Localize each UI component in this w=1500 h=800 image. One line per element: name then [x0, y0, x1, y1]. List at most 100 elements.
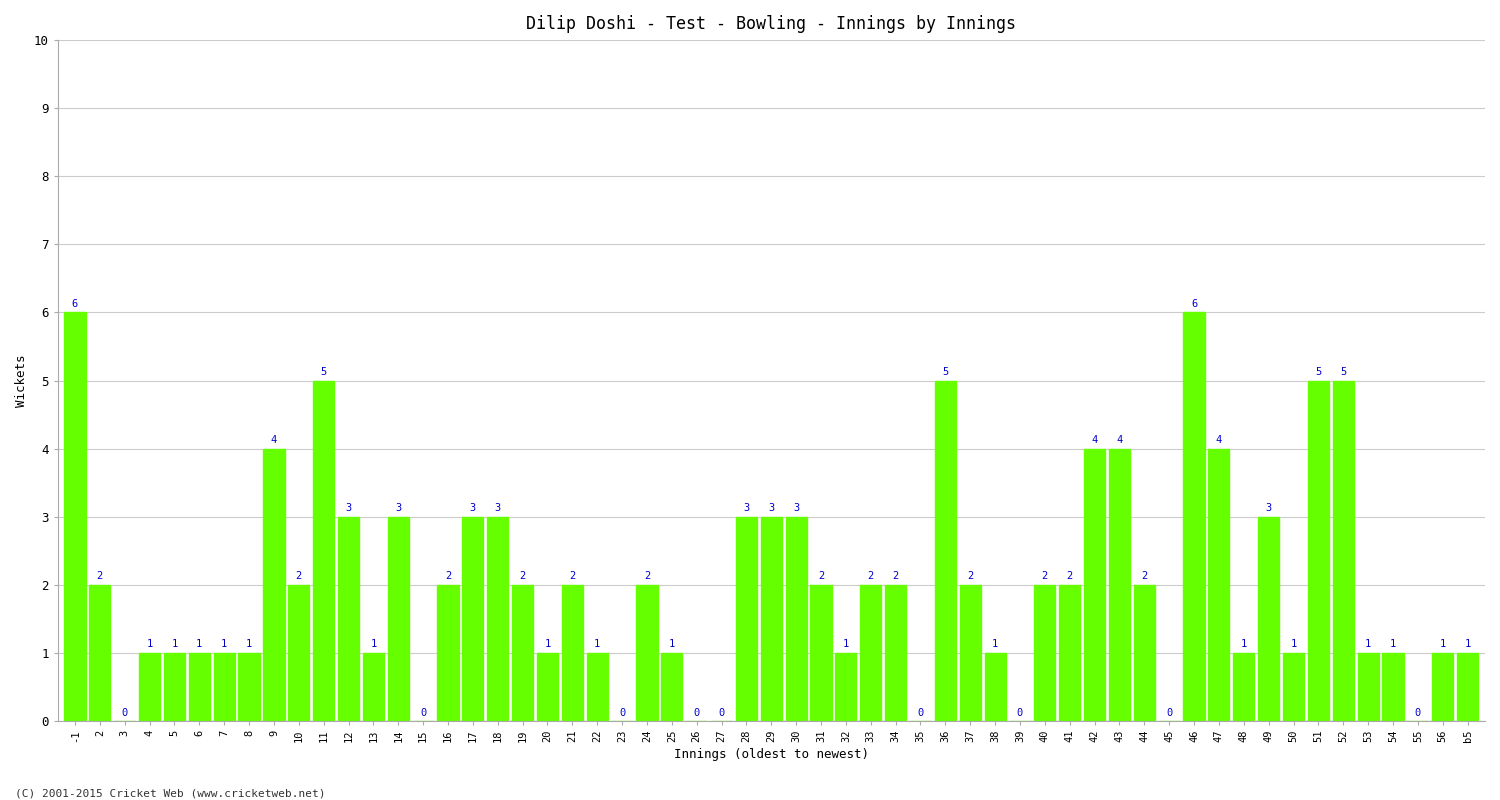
Bar	[1332, 381, 1354, 721]
Text: 1: 1	[1390, 639, 1396, 650]
Text: 2: 2	[446, 571, 452, 582]
Text: 1: 1	[1440, 639, 1446, 650]
Bar	[960, 585, 981, 721]
Text: 2: 2	[519, 571, 525, 582]
Text: 1: 1	[196, 639, 202, 650]
Text: 4: 4	[1092, 435, 1098, 445]
Text: 3: 3	[744, 503, 750, 514]
Text: 0: 0	[693, 707, 700, 718]
Text: 0: 0	[420, 707, 426, 718]
Text: 6: 6	[72, 299, 78, 309]
Bar	[1456, 653, 1478, 721]
Text: 0: 0	[1166, 707, 1173, 718]
Bar	[1059, 585, 1080, 721]
Bar	[662, 653, 682, 721]
Text: 1: 1	[843, 639, 849, 650]
Bar	[1308, 381, 1329, 721]
Bar	[288, 585, 309, 721]
Bar	[984, 653, 1005, 721]
Text: 2: 2	[568, 571, 576, 582]
Text: 3: 3	[1266, 503, 1272, 514]
Text: 3: 3	[345, 503, 351, 514]
Text: 2: 2	[818, 571, 824, 582]
Text: 2: 2	[892, 571, 898, 582]
Text: 3: 3	[470, 503, 476, 514]
Bar	[934, 381, 956, 721]
Bar	[213, 653, 236, 721]
Bar	[1108, 449, 1130, 721]
Y-axis label: Wickets: Wickets	[15, 354, 28, 406]
Text: 5: 5	[321, 367, 327, 377]
Text: 5: 5	[1340, 367, 1347, 377]
Bar	[760, 517, 782, 721]
Bar	[512, 585, 532, 721]
Text: 6: 6	[1191, 299, 1197, 309]
Text: (C) 2001-2015 Cricket Web (www.cricketweb.net): (C) 2001-2015 Cricket Web (www.cricketwe…	[15, 788, 326, 798]
Bar	[586, 653, 608, 721]
Text: 0: 0	[918, 707, 924, 718]
Bar	[537, 653, 558, 721]
Text: 2: 2	[644, 571, 650, 582]
Text: 5: 5	[1316, 367, 1322, 377]
Text: 3: 3	[394, 503, 402, 514]
Text: 0: 0	[1414, 707, 1420, 718]
Text: 1: 1	[1365, 639, 1371, 650]
Bar	[1209, 449, 1230, 721]
Bar	[387, 517, 410, 721]
Bar	[338, 517, 358, 721]
Bar	[786, 517, 807, 721]
Text: 1: 1	[147, 639, 153, 650]
Bar	[836, 653, 856, 721]
Text: 1: 1	[992, 639, 998, 650]
Text: 1: 1	[246, 639, 252, 650]
Text: 3: 3	[495, 503, 501, 514]
Text: 4: 4	[272, 435, 278, 445]
Text: 1: 1	[370, 639, 376, 650]
Text: 1: 1	[171, 639, 177, 650]
Text: 3: 3	[768, 503, 774, 514]
Text: 2: 2	[968, 571, 974, 582]
Text: 1: 1	[544, 639, 550, 650]
Bar	[238, 653, 260, 721]
Bar	[1358, 653, 1378, 721]
Bar	[64, 313, 86, 721]
Bar	[264, 449, 285, 721]
Title: Dilip Doshi - Test - Bowling - Innings by Innings: Dilip Doshi - Test - Bowling - Innings b…	[526, 15, 1017, 33]
Bar	[1134, 585, 1155, 721]
Bar	[1432, 653, 1454, 721]
Bar	[810, 585, 831, 721]
Bar	[164, 653, 184, 721]
Text: 1: 1	[1464, 639, 1470, 650]
Bar	[438, 585, 459, 721]
Text: 2: 2	[867, 571, 874, 582]
Text: 0: 0	[122, 707, 128, 718]
Bar	[363, 653, 384, 721]
Bar	[885, 585, 906, 721]
Bar	[189, 653, 210, 721]
Bar	[1084, 449, 1106, 721]
Bar	[1184, 313, 1204, 721]
Text: 1: 1	[669, 639, 675, 650]
Text: 2: 2	[96, 571, 104, 582]
Text: 4: 4	[1216, 435, 1222, 445]
Bar	[140, 653, 160, 721]
Bar	[1383, 653, 1404, 721]
Text: 2: 2	[296, 571, 302, 582]
Bar	[859, 585, 882, 721]
Bar	[462, 517, 483, 721]
Bar	[1282, 653, 1304, 721]
Text: 0: 0	[718, 707, 724, 718]
Bar	[488, 517, 508, 721]
Text: 3: 3	[794, 503, 800, 514]
Text: 1: 1	[1240, 639, 1246, 650]
Bar	[736, 517, 758, 721]
Bar	[90, 585, 111, 721]
Text: 0: 0	[1017, 707, 1023, 718]
Text: 2: 2	[1041, 571, 1048, 582]
Text: 1: 1	[1290, 639, 1296, 650]
Bar	[314, 381, 334, 721]
Bar	[1035, 585, 1056, 721]
Text: 2: 2	[1066, 571, 1072, 582]
Bar	[562, 585, 584, 721]
Text: 5: 5	[942, 367, 948, 377]
